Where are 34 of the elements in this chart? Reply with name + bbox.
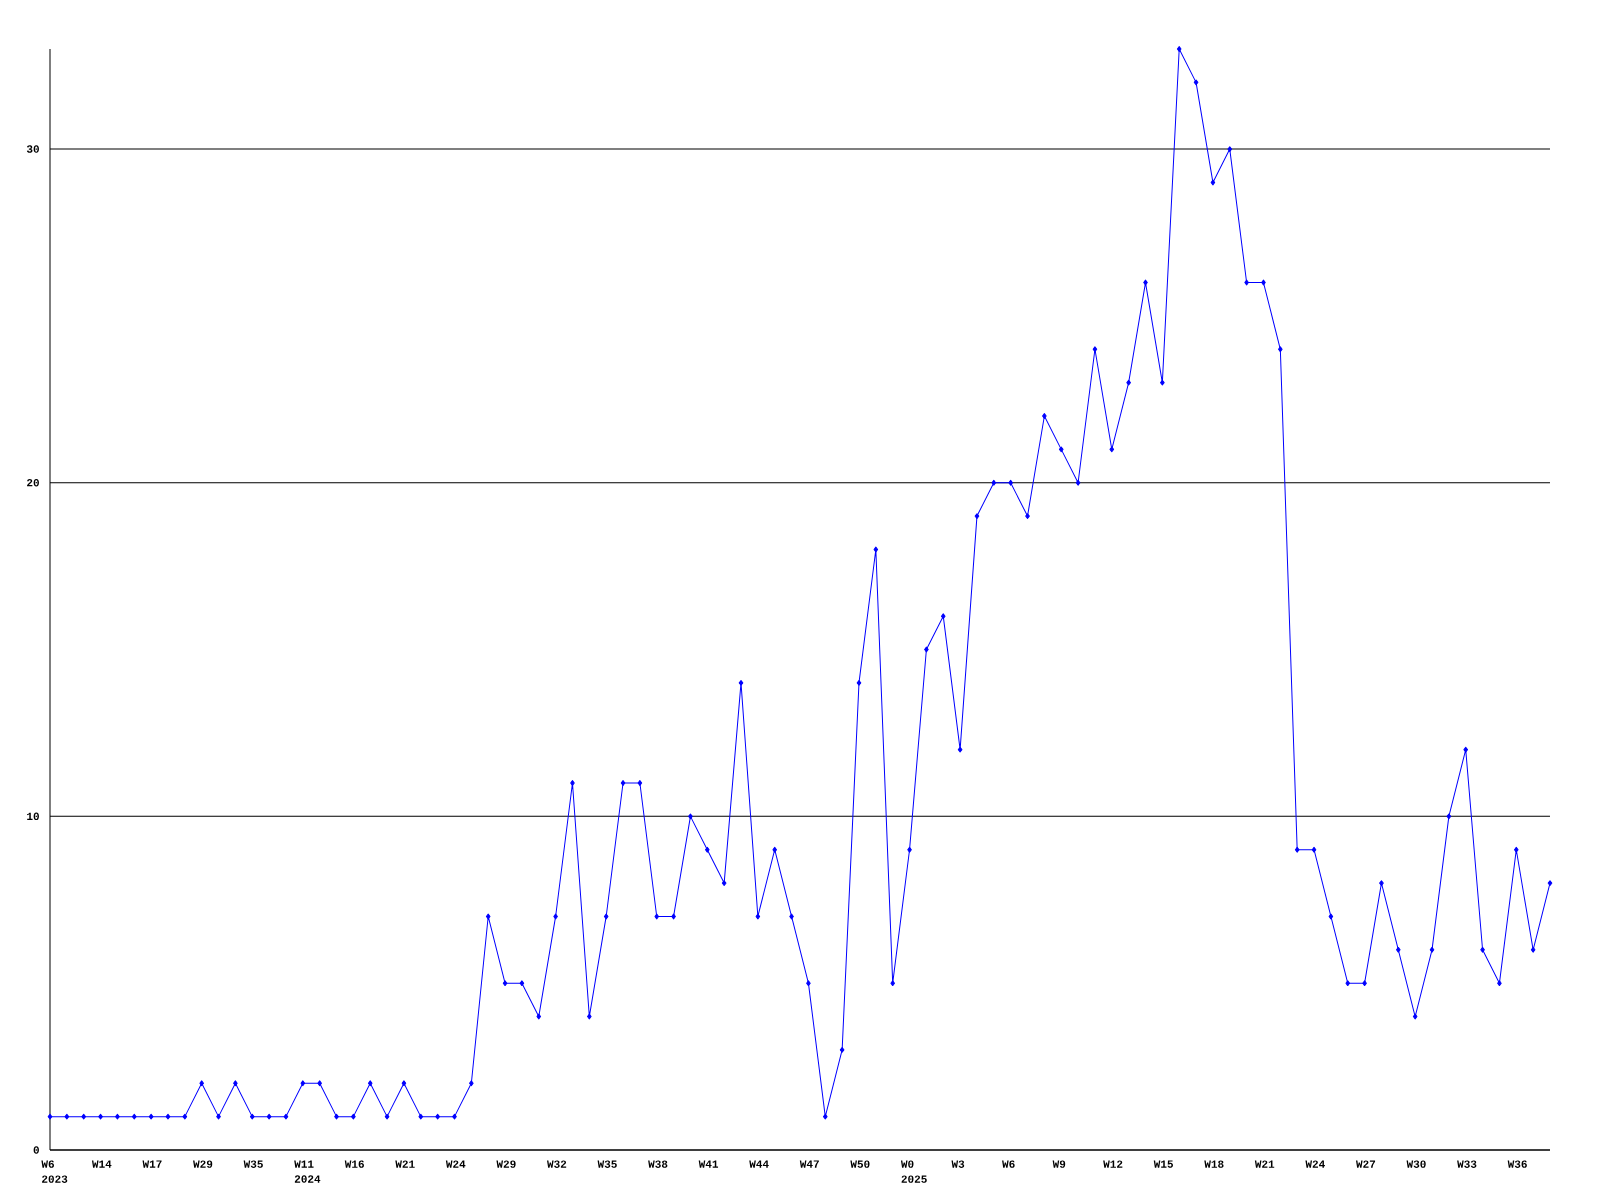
y-tick-label: 30 [26,145,39,153]
y-tick-label: 10 [27,812,39,821]
x-tick-label: W12 [1103,1160,1123,1168]
x-tick-label: W29 [496,1160,516,1168]
x-tick-label: W47 [799,1160,819,1168]
x-tick-label: W38 [648,1160,668,1168]
x-tick-label: W35 [597,1160,617,1168]
x-tick-label: W21 [395,1160,415,1168]
x-tick-label: W16 [344,1160,364,1168]
x-tick-label: W14 [91,1160,112,1168]
x-tick-label: W44 [749,1160,769,1168]
x-tick-label: W6 [1002,1160,1015,1168]
x-tick-label: W17 [142,1160,162,1168]
y-tick-label: 0 [33,1146,39,1154]
x-tick-label: W6 2023 [41,1160,68,1183]
x-tick-label: W30 [1406,1160,1426,1168]
x-tick-label: W0 2025 [900,1160,927,1183]
x-tick-label: W29 [193,1160,213,1168]
x-tick-label: W18 [1204,1160,1224,1168]
x-tick-label: W24 [445,1160,466,1168]
x-tick-label: W36 [1507,1160,1527,1168]
x-tick-label: W35 [243,1160,263,1168]
x-tick-label: W11 2024 [294,1160,321,1183]
x-tick-label: W3 [951,1160,965,1168]
x-tick-label: W50 [850,1160,870,1168]
x-tick-label: W15 [1153,1160,1173,1168]
x-tick-label: W27 [1356,1160,1376,1168]
x-tick-label: W32 [547,1160,567,1168]
x-tick-label: W33 [1457,1160,1477,1168]
x-tick-label: W21 [1254,1160,1275,1168]
y-tick-label: 20 [27,478,39,487]
x-tick-label: W9 [1052,1160,1066,1168]
x-tick-label: W41 [698,1160,719,1168]
x-tick-label: W24 [1305,1160,1325,1168]
